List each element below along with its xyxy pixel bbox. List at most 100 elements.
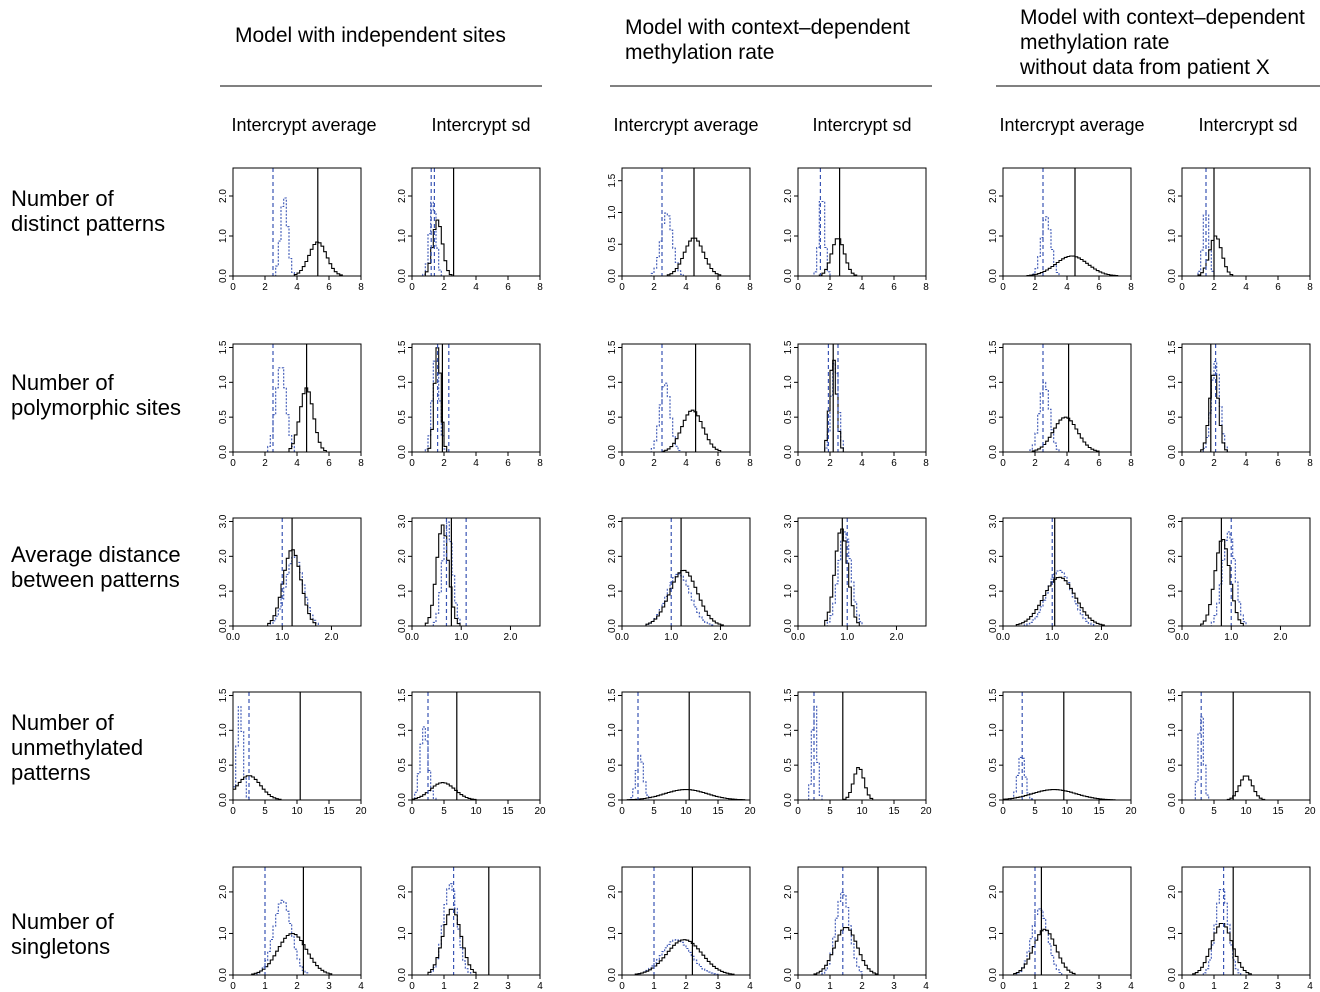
simulated-histogram-solid <box>412 782 540 801</box>
x-tick-label: 4 <box>1243 458 1249 469</box>
histogram-panel: 0 1 2 3 4 0.0 1.0 2.0 <box>397 866 543 992</box>
histogram-panel: 0 1 2 3 4 0.0 1.0 2.0 <box>988 866 1134 992</box>
x-tick-label: 1.0 <box>840 632 854 643</box>
y-tick-label: 0.0 <box>397 968 408 982</box>
x-tick-label: 1 <box>1032 981 1038 992</box>
x-tick-label: 4 <box>747 981 753 992</box>
simulated-histogram-dotted <box>233 197 361 277</box>
plot-frame <box>1002 866 1132 976</box>
x-tick-label: 2 <box>1211 282 1217 293</box>
y-tick-label: 2.0 <box>218 549 229 563</box>
x-tick-label: 10 <box>1240 806 1252 817</box>
column-title: Intercrypt sd <box>1198 115 1297 135</box>
x-tick-label: 5 <box>1211 806 1217 817</box>
x-tick-label: 4 <box>1128 981 1134 992</box>
x-tick-label: 6 <box>715 282 721 293</box>
y-tick-label: 2.0 <box>1167 189 1178 203</box>
histogram-panel: 0 2 4 6 8 0.0 1.0 2.0 <box>1167 167 1313 293</box>
group-title: methylation rate <box>1020 31 1169 54</box>
x-tick-label: 1 <box>1211 981 1217 992</box>
plot-frame <box>232 691 362 801</box>
histogram-panel: 0 2 4 6 8 0.0 0.5 1.0 1.5 <box>783 340 929 469</box>
x-tick-label: 0.0 <box>1175 632 1189 643</box>
simulated-histogram-dotted <box>798 891 926 976</box>
simulated-histogram-solid <box>1003 576 1131 627</box>
row-label: Number of <box>11 909 115 934</box>
x-tick-label: 0.0 <box>226 632 240 643</box>
group-title: Model with context–dependent <box>1020 6 1305 29</box>
simulated-histogram-dotted <box>798 531 926 627</box>
y-tick-label: 1.5 <box>218 340 229 354</box>
y-tick-label: 1.0 <box>218 229 229 243</box>
x-tick-label: 0 <box>409 806 415 817</box>
x-tick-label: 2 <box>1243 981 1249 992</box>
y-tick-label: 1.5 <box>1167 340 1178 354</box>
y-tick-label: 0.0 <box>218 445 229 459</box>
y-tick-label: 1.0 <box>1167 584 1178 598</box>
plot-frame <box>797 343 927 453</box>
y-tick-label: 1.0 <box>988 584 999 598</box>
y-tick-label: 2.0 <box>783 189 794 203</box>
y-tick-label: 0.5 <box>607 758 618 772</box>
x-tick-label: 0.0 <box>405 632 419 643</box>
y-tick-label: 1.5 <box>607 173 618 187</box>
y-tick-label: 0.0 <box>397 619 408 633</box>
simulated-histogram-solid <box>622 939 750 976</box>
y-tick-label: 0.5 <box>783 758 794 772</box>
y-tick-label: 2.0 <box>988 189 999 203</box>
y-tick-label: 1.5 <box>607 340 618 354</box>
x-tick-label: 4 <box>537 981 543 992</box>
x-tick-label: 20 <box>744 806 756 817</box>
y-tick-label: 1.0 <box>607 926 618 940</box>
simulated-histogram-dotted <box>1182 361 1310 453</box>
y-tick-label: 0.0 <box>397 445 408 459</box>
x-tick-label: 1 <box>262 981 268 992</box>
plot-frame <box>797 167 927 277</box>
x-tick-label: 1.0 <box>275 632 289 643</box>
x-tick-label: 2 <box>441 458 447 469</box>
x-tick-label: 8 <box>358 282 364 293</box>
y-tick-label: 0.0 <box>397 793 408 807</box>
simulated-histogram-solid <box>412 347 540 453</box>
x-tick-label: 4 <box>473 458 479 469</box>
y-tick-label: 0.0 <box>988 269 999 283</box>
simulated-histogram-dotted <box>622 212 750 277</box>
x-tick-label: 0 <box>230 282 236 293</box>
y-tick-label: 0.5 <box>607 237 618 251</box>
simulated-histogram-solid <box>233 775 361 801</box>
simulated-histogram-dotted <box>233 899 361 976</box>
histogram-panel: 0 2 4 6 8 0.0 1.0 2.0 <box>397 167 543 293</box>
y-tick-label: 1.0 <box>218 584 229 598</box>
x-tick-label: 15 <box>1093 806 1105 817</box>
y-tick-label: 2.0 <box>397 885 408 899</box>
simulated-histogram-solid <box>622 569 750 627</box>
x-tick-label: 0 <box>1179 806 1185 817</box>
y-tick-label: 3.0 <box>783 514 794 528</box>
x-tick-label: 0 <box>409 981 415 992</box>
y-tick-label: 0.0 <box>783 619 794 633</box>
plot-frame <box>1181 866 1311 976</box>
x-tick-label: 4 <box>294 458 300 469</box>
simulated-histogram-solid <box>622 237 750 277</box>
x-tick-label: 8 <box>747 458 753 469</box>
x-tick-label: 10 <box>856 806 868 817</box>
x-tick-label: 2 <box>827 458 833 469</box>
histogram-panel: 0 1 2 3 4 0.0 1.0 2.0 <box>607 866 753 992</box>
y-tick-label: 2.0 <box>397 189 408 203</box>
column-title: Intercrypt average <box>999 115 1144 135</box>
y-tick-label: 1.0 <box>783 723 794 737</box>
y-tick-label: 3.0 <box>218 514 229 528</box>
x-tick-label: 0 <box>1179 981 1185 992</box>
x-tick-label: 0 <box>230 981 236 992</box>
y-tick-label: 2.0 <box>783 885 794 899</box>
x-tick-label: 4 <box>1064 282 1070 293</box>
plot-frame <box>621 517 751 627</box>
x-tick-label: 4 <box>473 282 479 293</box>
x-tick-label: 10 <box>680 806 692 817</box>
y-tick-label: 0.0 <box>607 269 618 283</box>
simulated-histogram-dotted <box>622 754 750 801</box>
x-tick-label: 2.0 <box>714 632 728 643</box>
x-tick-label: 1 <box>441 981 447 992</box>
y-tick-label: 0.0 <box>783 445 794 459</box>
simulated-histogram-dotted <box>798 200 926 277</box>
